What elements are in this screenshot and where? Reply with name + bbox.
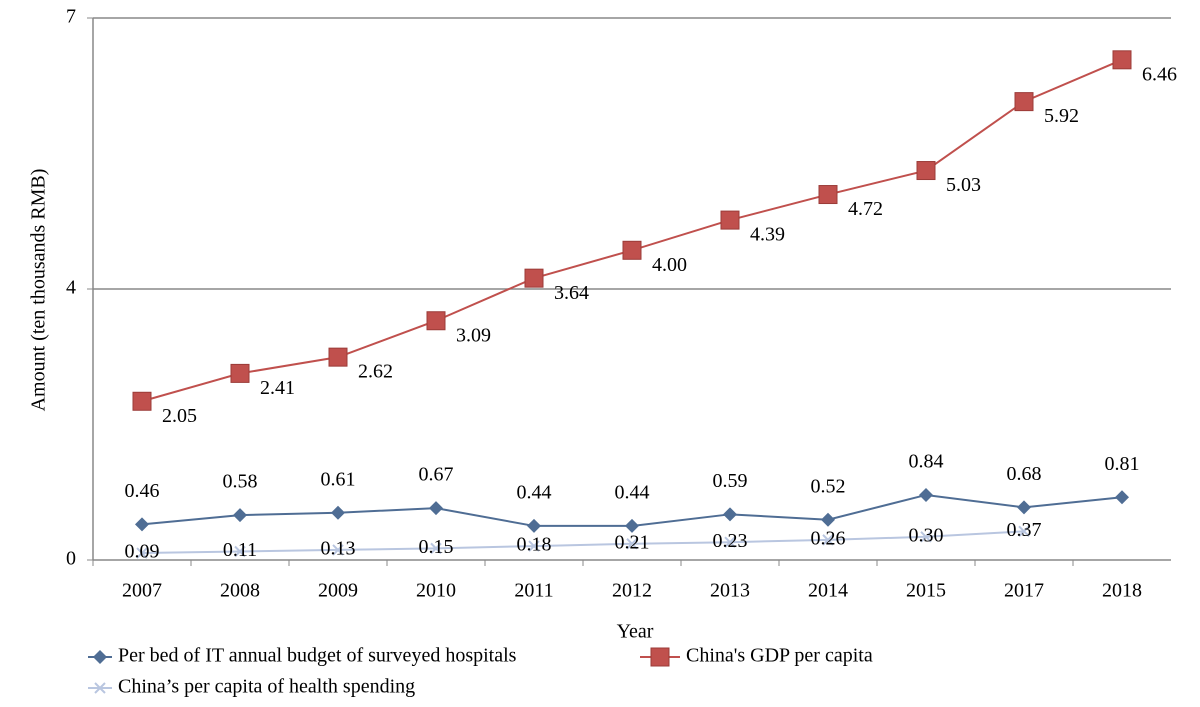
data-label: 0.13 bbox=[321, 538, 356, 560]
data-label: 0.18 bbox=[517, 534, 552, 556]
data-point bbox=[528, 540, 540, 552]
data-label: 6.46 bbox=[1142, 63, 1177, 85]
data-label: 4.72 bbox=[848, 198, 883, 220]
data-point bbox=[720, 210, 740, 230]
data-label: 0.46 bbox=[125, 480, 160, 502]
data-label: 3.09 bbox=[456, 324, 491, 346]
x-tick-label: 2009 bbox=[318, 580, 358, 602]
data-point bbox=[1112, 50, 1132, 70]
data-point bbox=[822, 534, 834, 546]
data-point bbox=[1017, 500, 1031, 515]
data-label: 0.44 bbox=[615, 482, 650, 504]
data-label: 0.67 bbox=[419, 464, 454, 486]
x-tick-label: 2014 bbox=[808, 580, 848, 602]
data-label: 0.26 bbox=[811, 527, 846, 549]
legend-marker bbox=[650, 647, 670, 667]
data-point bbox=[136, 547, 148, 559]
x-tick-label: 2018 bbox=[1102, 580, 1142, 602]
data-label: 0.11 bbox=[223, 539, 257, 561]
data-point bbox=[328, 347, 348, 367]
x-tick-label: 2007 bbox=[122, 580, 162, 602]
series-line bbox=[141, 530, 1025, 555]
data-point bbox=[430, 542, 442, 555]
series-line bbox=[141, 58, 1123, 403]
data-label: 4.39 bbox=[750, 224, 785, 246]
data-label: 2.62 bbox=[358, 361, 393, 383]
data-label: 0.21 bbox=[615, 531, 650, 553]
data-point bbox=[527, 518, 541, 533]
data-point bbox=[625, 518, 639, 533]
data-point bbox=[626, 538, 638, 550]
data-point bbox=[919, 487, 933, 502]
data-label: 0.37 bbox=[1007, 519, 1042, 541]
data-label: 0.59 bbox=[713, 470, 748, 492]
data-label: 4.00 bbox=[652, 254, 687, 276]
data-point bbox=[135, 517, 149, 532]
x-tick-label: 2008 bbox=[220, 580, 260, 602]
data-point bbox=[920, 531, 932, 543]
data-point bbox=[916, 161, 936, 181]
x-tick-label: 2017 bbox=[1004, 580, 1044, 602]
data-point bbox=[234, 545, 246, 558]
data-point bbox=[1014, 92, 1034, 112]
data-label: 5.92 bbox=[1044, 105, 1079, 127]
data-point bbox=[723, 507, 737, 522]
data-label: 3.64 bbox=[554, 282, 589, 304]
y-axis-label: Amount (ten thousands RMB) bbox=[28, 169, 50, 412]
x-tick-label: 2013 bbox=[710, 580, 750, 602]
data-label: 0.15 bbox=[419, 536, 454, 558]
legend-label: China's GDP per capita bbox=[686, 645, 873, 667]
x-axis-label: Year bbox=[617, 621, 654, 643]
data-label: 2.05 bbox=[162, 405, 197, 427]
data-point bbox=[230, 363, 250, 383]
y-tick-label: 7 bbox=[66, 6, 76, 28]
data-label: 0.81 bbox=[1105, 453, 1140, 475]
data-point bbox=[331, 505, 345, 520]
data-point bbox=[524, 268, 544, 288]
data-point bbox=[132, 391, 152, 411]
data-point bbox=[818, 185, 838, 205]
y-tick-label: 4 bbox=[66, 277, 76, 299]
data-label: 0.68 bbox=[1007, 463, 1042, 485]
data-label: 0.61 bbox=[321, 468, 356, 490]
legend-label: Per bed of IT annual budget of surveyed … bbox=[118, 645, 517, 667]
data-label: 0.23 bbox=[713, 530, 748, 552]
data-point bbox=[1018, 525, 1030, 538]
data-point bbox=[821, 512, 835, 527]
data-point bbox=[1115, 490, 1129, 505]
legend-label: China’s per capita of health spending bbox=[118, 676, 415, 698]
data-point bbox=[429, 501, 443, 516]
x-tick-label: 2015 bbox=[906, 580, 946, 602]
x-tick-label: 2010 bbox=[416, 580, 456, 602]
data-point bbox=[724, 536, 736, 548]
legend-marker bbox=[94, 682, 106, 694]
data-label: 0.84 bbox=[909, 451, 944, 473]
data-label: 2.41 bbox=[260, 377, 295, 399]
data-label: 0.09 bbox=[125, 541, 160, 563]
y-tick-label: 0 bbox=[66, 548, 76, 570]
data-label: 0.58 bbox=[223, 471, 258, 493]
data-label: 5.03 bbox=[946, 174, 981, 196]
data-point bbox=[233, 508, 247, 523]
data-point bbox=[426, 311, 446, 331]
x-tick-label: 2012 bbox=[612, 580, 652, 602]
data-label: 0.44 bbox=[517, 482, 552, 504]
data-point bbox=[622, 240, 642, 260]
data-point bbox=[332, 544, 344, 556]
data-label: 0.30 bbox=[909, 524, 944, 546]
legend-marker bbox=[93, 650, 107, 664]
x-tick-label: 2011 bbox=[514, 580, 553, 602]
data-label: 0.52 bbox=[811, 475, 846, 497]
